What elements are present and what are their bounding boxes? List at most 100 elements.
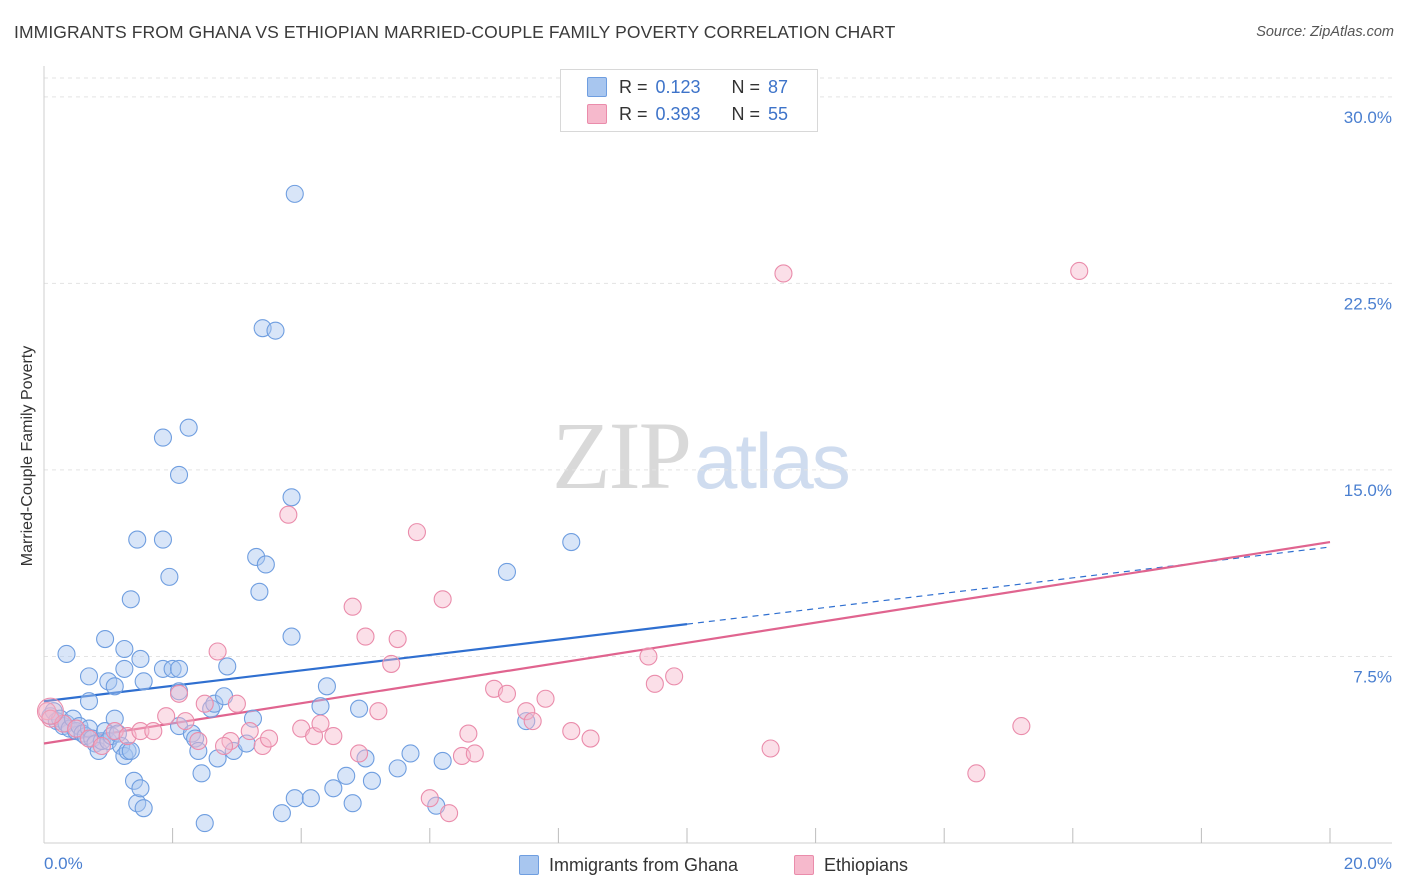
legend-r-value: 0.123 <box>655 76 701 97</box>
ghana-point <box>57 644 76 664</box>
ethiopian-point <box>581 729 600 748</box>
ethiopian-point <box>131 722 150 741</box>
ghana-point <box>128 530 147 549</box>
ethiopian-point <box>169 684 189 703</box>
ethiopian-point <box>536 689 555 708</box>
ghana-point <box>134 672 153 691</box>
ghana-point <box>79 692 99 711</box>
bottom-legend-swatch-blue <box>519 855 539 875</box>
bottom-legend-label: Ethiopians <box>824 854 909 875</box>
ghana-point <box>272 804 291 823</box>
correlation-legend: R = 0.123 N = 87 R = 0.393 N = 55 <box>560 69 818 132</box>
ghana-point <box>131 779 150 798</box>
ethiopian-point <box>227 694 246 713</box>
ethiopian-point <box>523 712 542 731</box>
legend-n-label: N = <box>731 76 761 97</box>
source-credit: Source: ZipAtlas.com <box>1256 24 1394 40</box>
ghana-point <box>153 659 173 678</box>
ghana-point <box>169 465 189 484</box>
ghana-point <box>250 582 269 601</box>
ghana-point <box>121 741 140 761</box>
ethiopian-point <box>253 736 272 756</box>
ghana-point <box>131 649 150 669</box>
ghana-trend-extension <box>686 546 1331 625</box>
ghana-point <box>317 677 336 696</box>
ghana-trend-line <box>43 623 688 703</box>
ethiopian-point <box>639 647 658 666</box>
ghana-point <box>89 741 108 761</box>
ghana-point <box>311 697 330 716</box>
bottom-legend-label: Immigrants from Ghana <box>549 854 739 875</box>
ethiopian-point <box>240 722 259 741</box>
ghana-point <box>350 699 369 718</box>
ghana-point <box>121 590 140 609</box>
ethiopian-point <box>157 707 176 726</box>
y-tick-label: 22.5% <box>1344 294 1392 313</box>
ghana-point <box>160 567 179 586</box>
ghana-point <box>362 771 381 790</box>
ethiopian-point <box>1070 261 1089 281</box>
ghana-point <box>285 184 304 203</box>
ghana-point <box>324 779 343 798</box>
ethiopian-point <box>407 523 426 542</box>
ethiopian-trend-line <box>43 540 1331 745</box>
legend-r-label: R = <box>619 103 648 124</box>
ghana-point <box>266 321 285 340</box>
ethiopian-point <box>176 712 195 731</box>
ethiopian-point <box>774 264 793 283</box>
legend-row-ghana: R = 0.123 N = 87 <box>587 75 788 99</box>
x-tick-label-max: 20.0% <box>1344 854 1392 873</box>
ghana-point <box>218 657 237 676</box>
ethiopian-point <box>433 590 452 609</box>
ethiopian-point <box>645 674 664 693</box>
ghana-point <box>105 677 124 696</box>
ghana-point <box>388 759 407 778</box>
ethiopian-points <box>36 261 1089 823</box>
legend-n-label: N = <box>731 103 761 124</box>
ethiopian-point <box>382 654 401 673</box>
ethiopian-point <box>144 722 163 741</box>
watermark-atlas: atlas <box>694 417 851 505</box>
ghana-point <box>562 533 581 552</box>
ghana-point <box>153 530 173 549</box>
bottom-legend-swatch-pink <box>794 855 814 875</box>
watermark-zip: ZIP <box>552 402 692 509</box>
ethiopian-point <box>465 744 484 763</box>
ethiopian-point <box>356 627 375 646</box>
legend-swatch-pink <box>587 104 607 124</box>
ethiopian-point <box>350 744 369 763</box>
ethiopian-point <box>189 731 208 751</box>
ghana-point <box>124 771 144 790</box>
ethiopian-point <box>497 684 517 703</box>
ghana-point <box>115 639 134 659</box>
legend-row-ethiopians: R = 0.393 N = 55 <box>587 102 788 126</box>
ghana-point <box>282 488 301 507</box>
ghana-point <box>163 659 182 678</box>
ghana-point <box>192 764 211 783</box>
ghana-point <box>282 627 301 646</box>
ethiopian-point <box>562 722 581 741</box>
ghana-point <box>169 659 189 678</box>
ghana-point <box>433 751 452 770</box>
bottom-legend-ethiopians: Ethiopians <box>794 853 908 877</box>
ghana-point <box>96 630 115 649</box>
ghana-point <box>179 418 198 437</box>
legend-swatch-blue <box>587 77 607 97</box>
ethiopian-point <box>369 702 388 721</box>
ethiopian-point <box>311 714 330 733</box>
ghana-point <box>105 709 124 728</box>
ghana-point <box>285 789 304 808</box>
trend-lines <box>43 540 1331 745</box>
ethiopian-point <box>517 702 536 721</box>
ghana-point <box>301 789 320 808</box>
ethiopian-point <box>459 724 478 743</box>
chart-title: IMMIGRANTS FROM GHANA VS ETHIOPIAN MARRI… <box>14 22 896 42</box>
ghana-point <box>256 555 275 574</box>
ethiopian-point <box>665 667 684 686</box>
ethiopian-point <box>440 804 459 823</box>
zipatlas-watermark: ZIPatlas <box>552 400 851 511</box>
ghana-point <box>247 547 266 567</box>
y-tick-label: 7.5% <box>1353 667 1392 686</box>
ethiopian-point-large <box>36 697 64 725</box>
